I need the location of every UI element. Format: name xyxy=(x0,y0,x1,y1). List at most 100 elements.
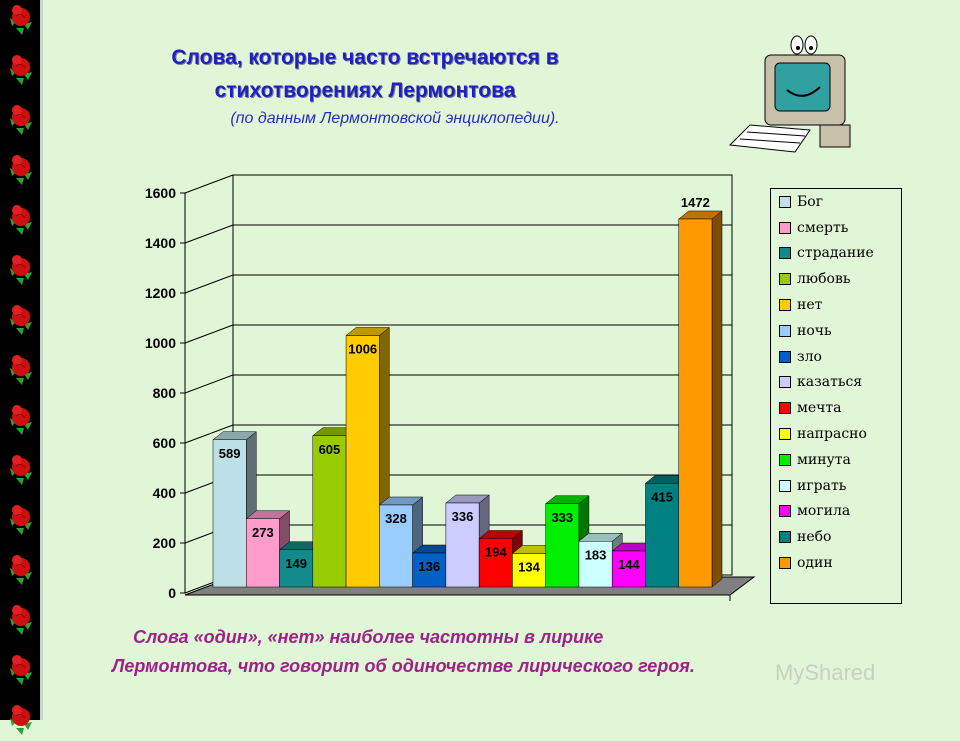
legend-label: небо xyxy=(797,529,832,546)
border-stripe xyxy=(40,0,43,720)
legend-label: минута xyxy=(797,451,851,468)
side-gridline xyxy=(184,324,234,344)
bar-нет xyxy=(345,335,380,588)
legend-label: мечта xyxy=(797,400,842,417)
legend-swatch xyxy=(779,505,791,518)
rose-icon xyxy=(6,152,34,186)
bar-chart: 0 200 400 600 800 1000 1200 1400 1600 589 273 149 60… xyxy=(145,174,756,601)
legend-item: могила xyxy=(779,499,901,525)
legend-item: смерть xyxy=(779,215,901,241)
y-tick-label: 1200 xyxy=(145,285,176,301)
legend-swatch xyxy=(779,479,791,492)
bar-side xyxy=(711,210,723,588)
legend-label: страдание xyxy=(797,245,874,262)
side-gridline xyxy=(184,374,234,394)
legend-swatch xyxy=(779,531,791,544)
legend-item: любовь xyxy=(779,266,901,292)
conclusion-line1: Слова «один», «нет» наиболее частотны в … xyxy=(133,627,604,647)
rose-icon xyxy=(6,502,34,536)
legend-label: играть xyxy=(797,477,847,494)
title-line1: Слова, которые часто встречаются в xyxy=(171,46,559,69)
legend-label: смерть xyxy=(797,219,849,236)
data-label: 1006 xyxy=(348,342,377,357)
legend-swatch xyxy=(779,221,791,234)
y-tick-label: 200 xyxy=(153,535,177,551)
data-label: 1472 xyxy=(681,195,710,210)
computer-cartoon-icon xyxy=(728,35,851,153)
rose-icon xyxy=(6,552,34,586)
legend-item: зло xyxy=(779,344,901,370)
legend-item: небо xyxy=(779,524,901,550)
bar-минута xyxy=(545,503,580,588)
legend-item: напрасно xyxy=(779,421,901,447)
legend-swatch xyxy=(779,402,791,415)
legend-label: зло xyxy=(797,348,822,365)
data-label: 194 xyxy=(485,545,507,560)
bar-ночь xyxy=(379,504,413,588)
bar-мечта xyxy=(478,538,513,588)
rose-icon xyxy=(6,52,34,86)
bar-страдание xyxy=(279,549,314,588)
side-gridline xyxy=(184,224,234,244)
rose-icon xyxy=(6,402,34,436)
bar-казаться xyxy=(445,502,480,588)
data-label: 273 xyxy=(252,525,274,540)
rose-border xyxy=(0,0,40,735)
legend-item: ночь xyxy=(779,318,901,344)
legend-label: любовь xyxy=(797,271,851,288)
y-tick-label: 0 xyxy=(168,585,176,601)
watermark: MyShared xyxy=(775,660,876,685)
data-label: 605 xyxy=(319,442,341,457)
data-label: 336 xyxy=(452,509,474,524)
legend-swatch xyxy=(779,350,791,363)
data-label: 136 xyxy=(418,559,440,574)
rose-icon xyxy=(6,202,34,236)
rose-icon xyxy=(6,302,34,336)
data-label: 134 xyxy=(518,560,540,575)
data-label: 149 xyxy=(285,556,307,571)
legend-label: ночь xyxy=(797,322,832,339)
y-tick-label: 400 xyxy=(153,485,177,501)
y-tick-label: 1400 xyxy=(145,235,176,251)
bar-один xyxy=(678,218,713,588)
legend-swatch xyxy=(779,299,791,312)
y-tick-label: 1000 xyxy=(145,335,176,351)
rose-icon xyxy=(6,602,34,636)
legend-label: могила xyxy=(797,503,851,520)
legend-item: Бог xyxy=(779,189,901,215)
legend-item: нет xyxy=(779,292,901,318)
legend-swatch xyxy=(779,428,791,441)
legend-label: нет xyxy=(797,297,823,314)
rose-icon xyxy=(6,652,34,686)
legend-item: страдание xyxy=(779,241,901,267)
title-line2: стихотворениях Лермонтова xyxy=(214,79,516,102)
bar-небо xyxy=(645,483,679,588)
side-gridline xyxy=(184,274,234,294)
y-tick-label: 600 xyxy=(153,435,177,451)
y-tick-label: 1600 xyxy=(145,185,176,201)
data-label: 415 xyxy=(651,489,673,504)
data-label: 589 xyxy=(219,446,241,461)
data-label: 328 xyxy=(385,511,407,526)
legend-item: один xyxy=(779,550,901,576)
subtitle: (по данным Лермонтовской энциклопедии). xyxy=(230,110,560,127)
rose-icon xyxy=(6,352,34,386)
rose-icon xyxy=(6,102,34,136)
legend-swatch xyxy=(779,273,791,286)
legend-swatch xyxy=(779,195,791,208)
rose-icon xyxy=(6,2,34,36)
legend-item: мечта xyxy=(779,395,901,421)
legend-label: напрасно xyxy=(797,426,867,443)
rose-icon xyxy=(6,252,34,286)
legend-item: минута xyxy=(779,447,901,473)
legend-swatch xyxy=(779,247,791,260)
conclusion-line2: Лермонтова, что говорит об одиночестве л… xyxy=(112,656,695,676)
side-gridline xyxy=(184,174,234,194)
legend-swatch xyxy=(779,557,791,570)
legend-swatch xyxy=(779,324,791,337)
chart-legend: Бог смерть страдание любовь нет ночь зло казать… xyxy=(770,188,902,604)
data-label: 333 xyxy=(551,510,573,525)
bar-любовь xyxy=(312,435,347,588)
legend-label: Бог xyxy=(797,193,824,210)
bar-могила xyxy=(611,550,646,588)
